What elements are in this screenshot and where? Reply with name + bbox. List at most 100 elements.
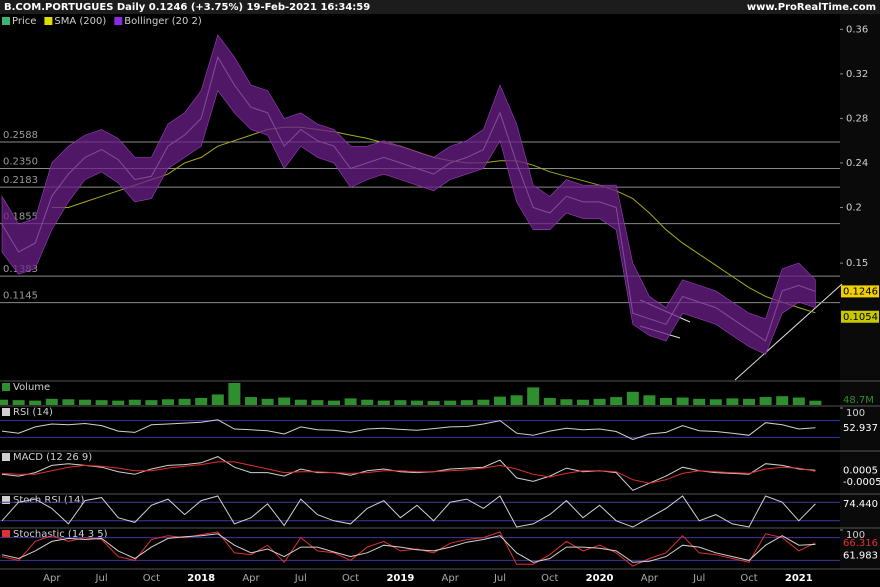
volume-bar	[626, 391, 639, 405]
y-tick-label: 100	[846, 530, 865, 541]
x-tick-label: Apr	[641, 573, 659, 584]
legend-swatch	[2, 17, 10, 25]
last-value: 74.440	[843, 499, 878, 510]
volume-bar	[79, 399, 91, 405]
volume-bar	[62, 399, 75, 405]
y-tick-label: 100	[846, 408, 865, 419]
level-label: 0.2350	[3, 157, 38, 168]
panel-icon	[2, 453, 10, 461]
panel-title: Stochastic (14 3 5)	[13, 529, 108, 540]
volume-bar	[577, 399, 589, 405]
volume-bar	[294, 399, 307, 405]
last-value: -0.0005	[843, 477, 880, 488]
x-tick-label: Oct	[740, 573, 757, 584]
volume-bar	[311, 400, 324, 405]
level-label: 0.1855	[3, 212, 38, 223]
last-value: 0.0005	[843, 465, 878, 476]
level-label: 0.1145	[3, 291, 38, 302]
volume-bar	[660, 397, 672, 405]
x-tick-label: 2020	[586, 573, 614, 584]
panel-title: Volume	[13, 382, 50, 393]
last-value: 61.983	[843, 550, 878, 561]
volume-bar	[643, 395, 656, 405]
series-line	[1, 456, 816, 491]
x-tick-label: Apr	[43, 573, 61, 584]
volume-bar	[0, 399, 8, 405]
y-tick-label: 0.24	[846, 158, 868, 169]
volume-bar	[211, 394, 224, 405]
panel-icon	[2, 496, 10, 504]
volume-bar	[394, 400, 407, 405]
series-line	[1, 419, 816, 441]
x-tick-label: Apr	[442, 573, 460, 584]
volume-bar	[510, 395, 523, 405]
last-value: 48.7M	[843, 395, 874, 406]
series-line	[1, 495, 816, 528]
volume-bar	[709, 399, 722, 405]
y-tick-label: 0.2	[846, 202, 862, 213]
y-tick-label: 0.32	[846, 69, 868, 80]
volume-bar	[128, 399, 141, 405]
x-tick-label: Oct	[541, 573, 558, 584]
header-bar	[0, 0, 880, 14]
volume-bar	[792, 397, 805, 405]
x-tick-label: Oct	[143, 573, 160, 584]
volume-bar	[427, 401, 440, 405]
volume-bar	[95, 400, 108, 405]
last-value: 0.1054	[843, 312, 878, 323]
volume-bar	[12, 400, 25, 405]
x-tick-label: 2021	[785, 573, 813, 584]
x-tick-label: 2018	[187, 573, 215, 584]
y-tick-label: 0.36	[846, 24, 868, 35]
volume-bar	[344, 398, 357, 405]
value-box	[841, 285, 879, 298]
volume-bar	[809, 400, 822, 405]
panel-title: RSI (14)	[13, 407, 53, 418]
volume-bar	[162, 399, 174, 405]
bollinger-band	[1, 34, 816, 355]
chart-title: B.COM.PORTUGUES Daily 0.1246 (+3.75%) 19…	[4, 2, 370, 13]
volume-bar	[278, 397, 291, 405]
volume-bar	[45, 398, 58, 405]
panel-title: MACD (12 26 9)	[13, 452, 92, 463]
volume-bar	[444, 400, 457, 405]
volume-bar	[477, 399, 490, 405]
volume-bar	[228, 383, 241, 405]
x-tick-label: Jul	[95, 573, 108, 584]
x-tick-label: Oct	[342, 573, 359, 584]
legend-label: Bollinger (20 2)	[124, 16, 202, 27]
volume-bar	[543, 397, 556, 405]
volume-bar	[776, 396, 789, 405]
volume-bar	[726, 398, 739, 405]
legend-label: Price	[12, 16, 36, 27]
volume-bar	[361, 399, 374, 405]
x-tick-label: Jul	[692, 573, 705, 584]
volume-bar	[261, 398, 274, 405]
volume-bar	[245, 397, 257, 405]
volume-bar	[610, 397, 623, 405]
x-tick-label: Jul	[294, 573, 307, 584]
level-label: 0.2183	[3, 175, 38, 186]
panel-title: Stoch RSI (14)	[13, 495, 84, 506]
y-tick-label: 0.28	[846, 113, 868, 124]
volume-bar	[195, 397, 208, 405]
panel-icon	[2, 383, 10, 391]
volume-bar	[328, 400, 340, 405]
legend-label: SMA (200)	[54, 16, 106, 27]
volume-bar	[759, 397, 772, 405]
series-line	[1, 533, 816, 563]
volume-bar	[743, 398, 755, 405]
level-label: 0.2588	[3, 130, 38, 141]
last-value: 52.937	[843, 423, 878, 434]
last-value: 0.1246	[843, 286, 878, 297]
series-line	[1, 461, 816, 484]
volume-bar	[676, 397, 689, 405]
trend-line	[734, 283, 843, 381]
x-tick-label: 2019	[386, 573, 414, 584]
source: www.ProRealTime.com	[747, 2, 876, 13]
y-tick-label: 0.15	[846, 258, 868, 269]
x-tick-label: Apr	[242, 573, 260, 584]
volume-bar	[593, 398, 606, 405]
